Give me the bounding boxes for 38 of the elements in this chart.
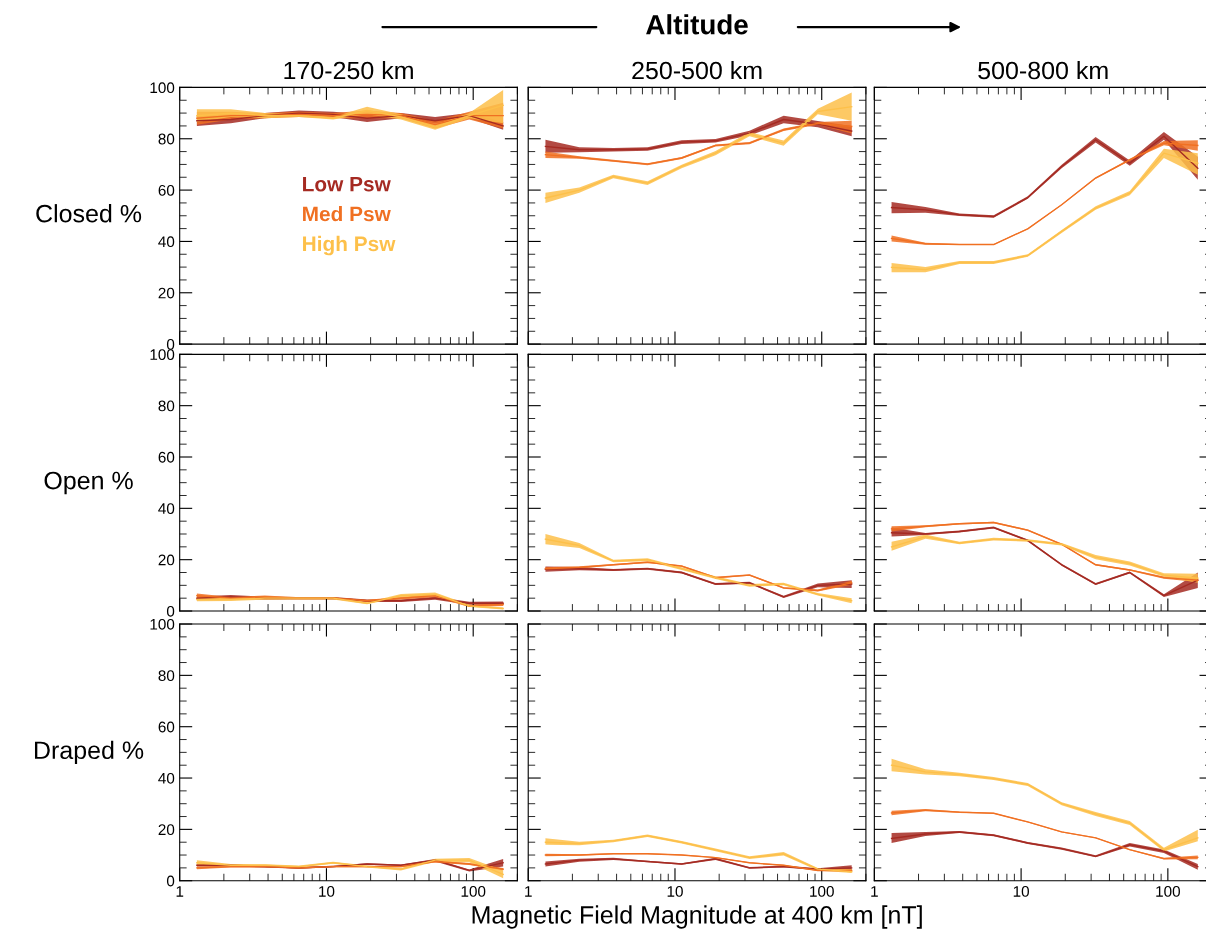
text: Altitude [646,14,748,35]
text: Med Psw [303,206,391,222]
y-tick-label: 40 [158,503,175,515]
y-tick-label: 0 [166,338,175,350]
y-tick-label: 40 [158,772,175,784]
y-tick-label: 100 [150,618,175,630]
x-tick-label: 100 [1156,885,1180,897]
x-tick-label: 1 [176,886,184,897]
x-tick-label: 1 [525,886,532,897]
chart-title: 250-500 km [632,60,762,80]
y-tick-label: 60 [158,451,175,463]
y-tick-label: 80 [158,400,175,412]
x-tick-label: 10 [1013,885,1029,897]
x-tick-label: 1 [871,886,878,897]
y-tick-label: 60 [158,184,175,196]
y-tick-label: 20 [158,554,175,566]
y-tick-label: 100 [150,349,175,361]
y-axis-title: Closed % [36,204,142,223]
y-tick-label: 100 [150,82,175,94]
chart-title: 170-250 km [284,60,413,80]
y-tick-label: 0 [166,605,175,617]
y-tick-label: 40 [158,236,175,248]
y-tick-label: 80 [158,670,175,682]
x-axis-title: Magnetic Field Magnitude at 400 km [nT] [472,905,922,929]
x-tick-label: 100 [461,885,486,897]
x-tick-label: 10 [667,885,683,897]
x-tick-label: 100 [810,885,834,897]
y-tick-label: 60 [158,721,175,733]
y-tick-label: 20 [158,287,175,299]
y-axis-title: Open % [44,471,133,495]
y-axis-title: Draped % [34,740,144,765]
text: Low Psw [303,176,391,192]
y-tick-label: 80 [158,133,175,145]
x-tick-label: 10 [319,885,335,897]
text: High Psw [303,235,396,256]
chart-title: 500-800 km [978,60,1108,80]
y-tick-label: 0 [166,875,175,887]
y-tick-label: 20 [158,824,175,836]
